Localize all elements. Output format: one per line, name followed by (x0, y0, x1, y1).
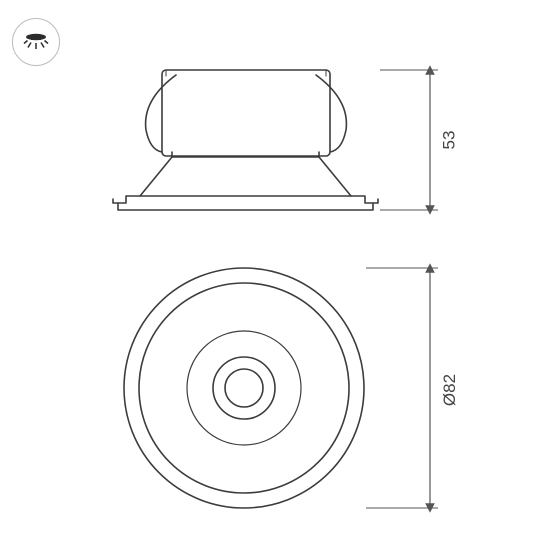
product-type-icon-badge (12, 18, 60, 66)
front-elevation (113, 70, 378, 210)
dim-height-extensions (380, 70, 438, 210)
top-plan-view (124, 268, 364, 508)
drawing-canvas: 53 Ø82 (0, 0, 555, 555)
downlight-icon (21, 27, 51, 57)
technical-drawing (0, 0, 555, 555)
dim-diameter-extensions (366, 268, 438, 508)
dim-diameter-value: Ø82 (440, 374, 460, 406)
dim-height-value: 53 (439, 131, 459, 150)
